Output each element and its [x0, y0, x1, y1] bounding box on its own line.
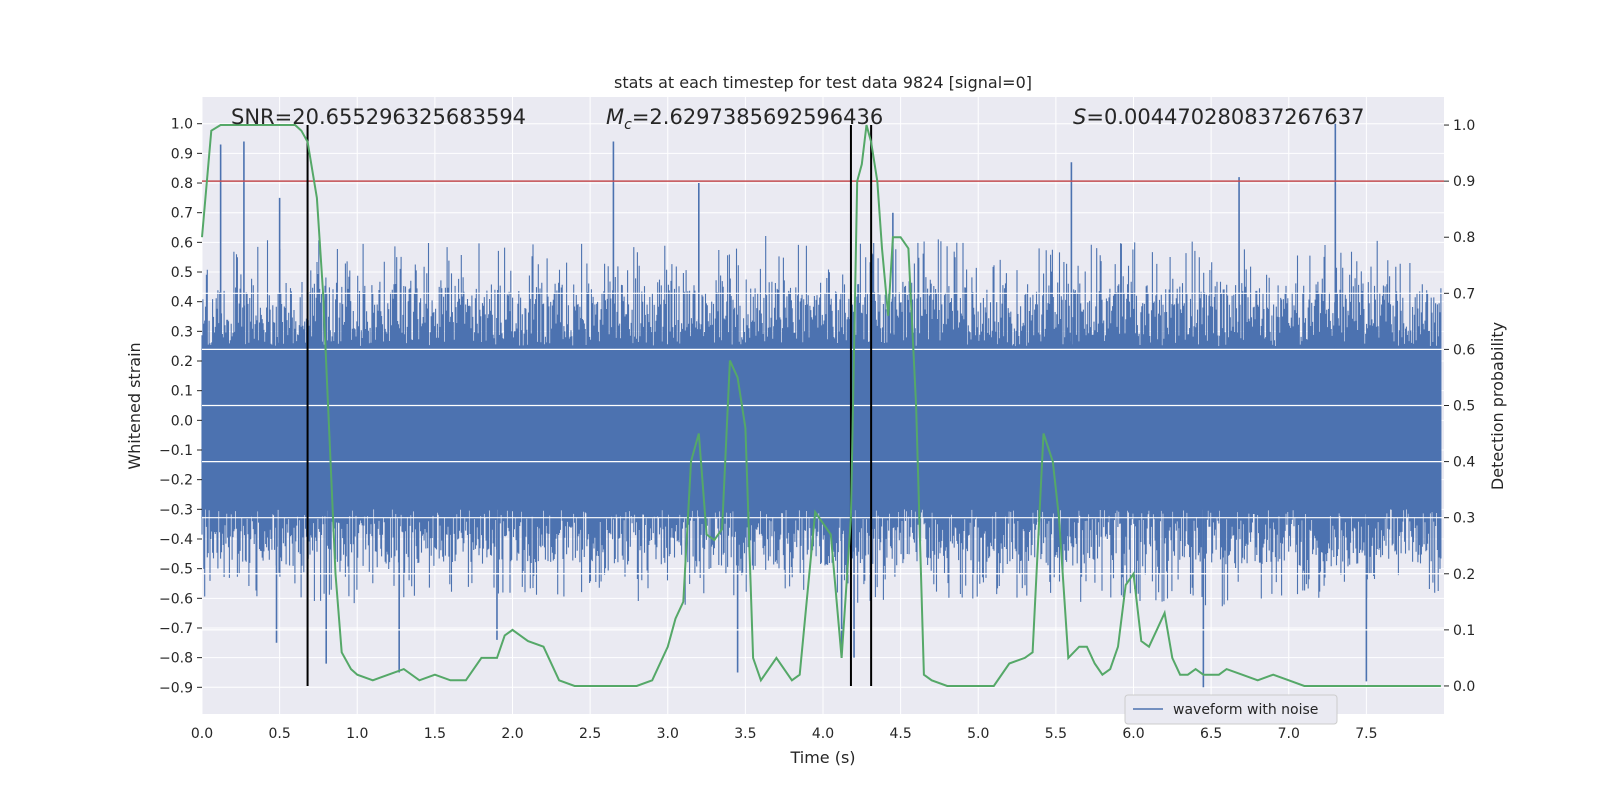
x-tick-label: 2.5: [579, 726, 601, 742]
waveform-core: [202, 346, 1441, 510]
y-right-tick-label: 1.0: [1453, 118, 1475, 134]
probability-line: [201, 124, 1441, 687]
x-tick-label: 2.0: [501, 726, 523, 742]
y-right-tick-label: 0.1: [1453, 623, 1475, 639]
s-symbol: S: [1073, 105, 1086, 129]
y-left-tick-label: 0.0: [171, 413, 193, 429]
x-axis-ticks: 0.0 0.5 1.0 1.5 2.0 2.5 3.0 3.5 4.0 4.5 5.0 5.5 6.0 6…: [191, 726, 1378, 742]
chart-title: stats at each timestep for test data 982…: [614, 73, 1032, 92]
chirp-mass-symbol: M: [606, 105, 624, 129]
y-left-axis-ticks: −0.9 −0.8 −0.7 −0.6 −0.5 −0.4 −0.3 −0.2 −0.1 0.0 0…: [159, 117, 202, 696]
y-axis-label-left: Whitened strain: [125, 342, 144, 469]
y-left-tick-label: 0.7: [171, 206, 193, 222]
y-right-tick-label: 0.4: [1453, 455, 1475, 471]
y-left-tick-label: −0.5: [159, 562, 193, 578]
x-tick-label: 5.5: [1045, 726, 1067, 742]
legend: waveform with noise: [1124, 694, 1338, 725]
x-tick-label: 1.5: [424, 726, 446, 742]
y-left-tick-label: 0.8: [171, 176, 193, 192]
y-right-tick-label: 0.9: [1453, 174, 1475, 190]
x-tick-label: 6.5: [1200, 726, 1222, 742]
y-right-tick-label: 0.6: [1453, 342, 1475, 358]
y-left-tick-label: 0.6: [171, 235, 193, 251]
y-left-tick-label: 0.2: [171, 354, 193, 370]
y-right-tick-label: 0.7: [1453, 286, 1475, 302]
y-left-tick-label: 0.3: [171, 324, 193, 340]
y-left-tick-label: −0.6: [159, 591, 193, 607]
chirp-mass-subscript: c: [624, 117, 632, 133]
y-left-tick-label: −0.2: [159, 473, 193, 489]
y-left-tick-label: 1.0: [171, 117, 193, 133]
probability-series: [201, 124, 1441, 687]
s-value: =0.004470280837267637: [1086, 105, 1364, 129]
y-left-tick-label: −0.7: [159, 621, 193, 637]
x-tick-label: 0.0: [191, 726, 213, 742]
snr-annotation: SNR=20.655296325683594: [231, 105, 526, 129]
y-left-tick-label: 0.1: [171, 384, 193, 400]
waveform-series: [201, 123, 1444, 688]
x-tick-label: 7.0: [1278, 726, 1300, 742]
x-tick-label: 4.5: [889, 726, 911, 742]
y-left-tick-label: 0.4: [171, 295, 193, 311]
y-right-tick-label: 0.2: [1453, 567, 1475, 583]
y-right-axis-ticks: 0.0 0.1 0.2 0.3 0.4 0.5 0.6 0.7 0.8 0.9 1.0: [1444, 118, 1475, 695]
y-right-tick-label: 0.0: [1453, 679, 1475, 695]
vertical-lines: [306, 125, 873, 686]
chirp-mass-annotation: Mc=2.6297385692596436: [606, 105, 883, 133]
x-tick-label: 4.0: [812, 726, 834, 742]
y-left-tick-label: 0.5: [171, 265, 193, 281]
x-tick-label: 0.5: [268, 726, 290, 742]
x-tick-label: 3.0: [657, 726, 679, 742]
y-left-tick-label: −0.4: [159, 532, 193, 548]
x-tick-label: 1.0: [346, 726, 368, 742]
y-left-tick-label: −0.1: [159, 443, 193, 459]
y-axis-label-right: Detection probability: [1488, 322, 1507, 490]
x-tick-label: 5.0: [967, 726, 989, 742]
y-right-tick-label: 0.8: [1453, 230, 1475, 246]
y-left-tick-label: −0.3: [159, 502, 193, 518]
y-left-tick-label: −0.9: [159, 680, 193, 696]
s-annotation: S=0.004470280837267637: [1073, 105, 1364, 129]
y-left-tick-label: 0.9: [171, 146, 193, 162]
x-tick-label: 6.0: [1122, 726, 1144, 742]
legend-label: waveform with noise: [1173, 702, 1318, 718]
y-right-tick-label: 0.3: [1453, 511, 1475, 527]
chirp-mass-value: =2.6297385692596436: [632, 105, 883, 129]
y-right-tick-label: 0.5: [1453, 399, 1475, 415]
x-tick-label: 3.5: [734, 726, 756, 742]
y-left-tick-label: −0.8: [159, 651, 193, 667]
x-tick-label: 7.5: [1355, 726, 1377, 742]
legend-box: [1124, 694, 1338, 725]
x-axis-label: Time (s): [789, 748, 855, 767]
